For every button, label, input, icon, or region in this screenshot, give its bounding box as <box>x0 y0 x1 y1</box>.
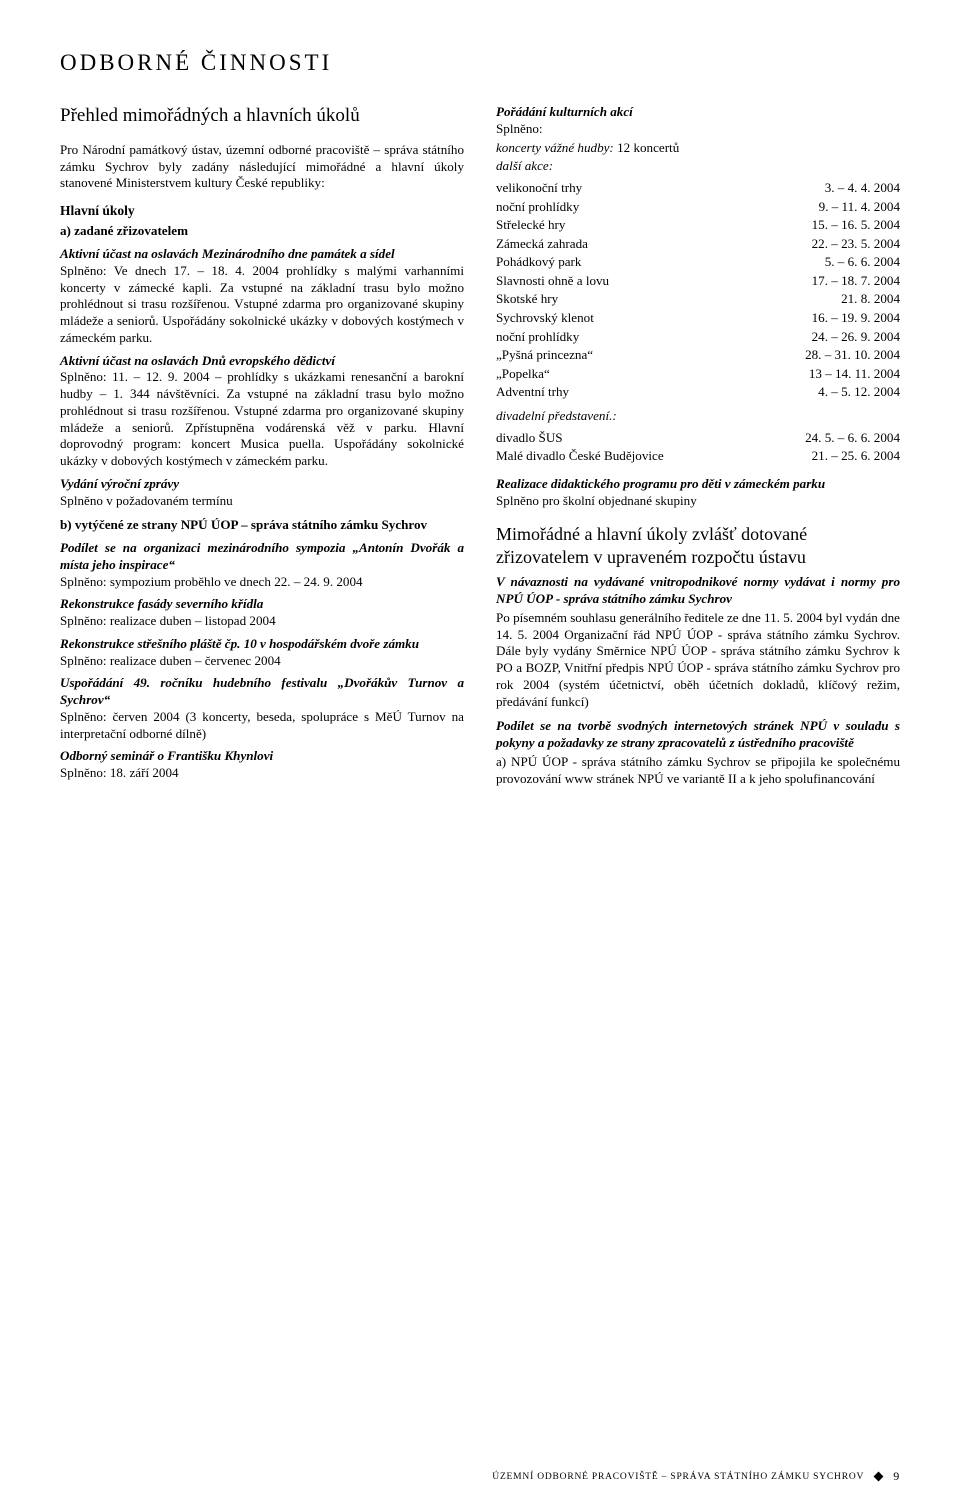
r3-title: Mimořádné a hlavní úkoly zvlášť dotované… <box>496 523 900 568</box>
table-row: Sychrovský klenot16. – 19. 9. 2004 <box>496 309 900 328</box>
r1-koncerty-suffix: 12 koncertů <box>614 140 679 155</box>
b1-title: Podílet se na organizaci mezinárodního s… <box>60 540 464 574</box>
event-date: 15. – 16. 5. 2004 <box>716 216 900 235</box>
r3-body: Po písemném souhlasu generálního ředitel… <box>496 610 900 711</box>
footer-page-number: 9 <box>893 1469 900 1484</box>
event-name: „Pyšná princezna“ <box>496 346 716 365</box>
footer-text: ÚZEMNÍ ODBORNÉ PRACOVIŠTĚ – SPRÁVA STÁTN… <box>492 1472 864 1482</box>
r4-body: a) NPÚ ÚOP - správa státního zámku Sychr… <box>496 754 900 788</box>
right-column: Pořádání kulturních akcí Splněno: koncer… <box>496 104 900 793</box>
event-name: Pohádkový park <box>496 253 716 272</box>
event-name: Sychrovský klenot <box>496 309 716 328</box>
event-name: Zámecká zahrada <box>496 235 716 254</box>
event-name: velikonoční trhy <box>496 179 716 198</box>
r1-splneno: Splněno: <box>496 121 900 138</box>
event-name: noční prohlídky <box>496 198 716 217</box>
page-heading: ODBORNÉ ČINNOSTI <box>60 50 900 76</box>
a1-body: Splněno: Ve dnech 17. – 18. 4. 2004 proh… <box>60 263 464 347</box>
table-row: noční prohlídky24. – 26. 9. 2004 <box>496 328 900 347</box>
left-intro: Pro Národní památkový ústav, územní odbo… <box>60 142 464 192</box>
left-column: Přehled mimořádných a hlavních úkolů Pro… <box>60 104 464 793</box>
r2-title: Realizace didaktického programu pro děti… <box>496 476 900 493</box>
b-label: b) vytýčené ze strany NPÚ ÚOP – správa s… <box>60 517 464 534</box>
r1-title: Pořádání kulturních akcí <box>496 104 900 121</box>
event-date: 9. – 11. 4. 2004 <box>716 198 900 217</box>
r3-sub-title: V návaznosti na vydávané vnitropodnikové… <box>496 574 900 608</box>
table-row: „Pyšná princezna“28. – 31. 10. 2004 <box>496 346 900 365</box>
table-row: Adventní trhy4. – 5. 12. 2004 <box>496 383 900 402</box>
table-row: Zámecká zahrada22. – 23. 5. 2004 <box>496 235 900 254</box>
events-table: velikonoční trhy3. – 4. 4. 2004noční pro… <box>496 179 900 402</box>
table-row: Střelecké hry15. – 16. 5. 2004 <box>496 216 900 235</box>
event-name: Malé divadlo České Budějovice <box>496 447 754 466</box>
table-row: Skotské hry21. 8. 2004 <box>496 290 900 309</box>
r1-koncerty-prefix: koncerty vážné hudby: <box>496 140 614 155</box>
event-name: Adventní trhy <box>496 383 716 402</box>
event-name: Skotské hry <box>496 290 716 309</box>
a2-body: Splněno: 11. – 12. 9. 2004 – prohlídky s… <box>60 369 464 470</box>
b5-title: Odborný seminář o Františku Khynlovi <box>60 748 464 765</box>
table-row: Slavnosti ohně a lovu17. – 18. 7. 2004 <box>496 272 900 291</box>
r4-title: Podílet se na tvorbě svodných internetov… <box>496 718 900 752</box>
a1-title: Aktivní účast na oslavách Mezinárodního … <box>60 246 464 263</box>
table-row: Malé divadlo České Budějovice21. – 25. 6… <box>496 447 900 466</box>
a-label: a) zadané zřizovatelem <box>60 223 464 240</box>
event-name: noční prohlídky <box>496 328 716 347</box>
event-date: 17. – 18. 7. 2004 <box>716 272 900 291</box>
table-row: „Popelka“13 – 14. 11. 2004 <box>496 365 900 384</box>
b2-body: Splněno: realizace duben – listopad 2004 <box>60 613 464 630</box>
table-row: velikonoční trhy3. – 4. 4. 2004 <box>496 179 900 198</box>
event-date: 3. – 4. 4. 2004 <box>716 179 900 198</box>
theatre-table: divadlo ŠUS24. 5. – 6. 6. 2004Malé divad… <box>496 429 900 466</box>
event-date: 4. – 5. 12. 2004 <box>716 383 900 402</box>
event-date: 5. – 6. 6. 2004 <box>716 253 900 272</box>
b5-body: Splněno: 18. září 2004 <box>60 765 464 782</box>
footer-diamond-icon <box>874 1472 884 1482</box>
table-row: divadlo ŠUS24. 5. – 6. 6. 2004 <box>496 429 900 448</box>
r2-body: Splněno pro školní objednané skupiny <box>496 493 900 510</box>
event-name: divadlo ŠUS <box>496 429 754 448</box>
b3-title: Rekonstrukce střešního pláště čp. 10 v h… <box>60 636 464 653</box>
b1-body: Splněno: sympozium proběhlo ve dnech 22.… <box>60 574 464 591</box>
event-date: 22. – 23. 5. 2004 <box>716 235 900 254</box>
two-column-layout: Přehled mimořádných a hlavních úkolů Pro… <box>60 104 900 793</box>
r1-divadelni: divadelní představení.: <box>496 408 900 425</box>
event-date: 21. – 25. 6. 2004 <box>754 447 900 466</box>
event-name: „Popelka“ <box>496 365 716 384</box>
b3-body: Splněno: realizace duben – červenec 2004 <box>60 653 464 670</box>
event-date: 24. – 26. 9. 2004 <box>716 328 900 347</box>
event-date: 16. – 19. 9. 2004 <box>716 309 900 328</box>
event-name: Slavnosti ohně a lovu <box>496 272 716 291</box>
b2-title: Rekonstrukce fasády severního křídla <box>60 596 464 613</box>
a3-body: Splněno v požadovaném termínu <box>60 493 464 510</box>
table-row: noční prohlídky9. – 11. 4. 2004 <box>496 198 900 217</box>
a2-title: Aktivní účast na oslavách Dnů evropského… <box>60 353 464 370</box>
hlavni-ukoly-label: Hlavní úkoly <box>60 202 464 219</box>
a3-title: Vydání výroční zprávy <box>60 476 464 493</box>
event-name: Střelecké hry <box>496 216 716 235</box>
event-date: 21. 8. 2004 <box>716 290 900 309</box>
r1-koncerty: koncerty vážné hudby: 12 koncertů <box>496 140 900 157</box>
left-section-title: Přehled mimořádných a hlavních úkolů <box>60 104 464 128</box>
r1-dalsi: další akce: <box>496 158 900 175</box>
event-date: 24. 5. – 6. 6. 2004 <box>754 429 900 448</box>
event-date: 13 – 14. 11. 2004 <box>716 365 900 384</box>
page-footer: ÚZEMNÍ ODBORNÉ PRACOVIŠTĚ – SPRÁVA STÁTN… <box>492 1469 900 1484</box>
table-row: Pohádkový park5. – 6. 6. 2004 <box>496 253 900 272</box>
b4-title: Uspořádání 49. ročníku hudebního festiva… <box>60 675 464 709</box>
b4-body: Splněno: červen 2004 (3 koncerty, beseda… <box>60 709 464 743</box>
event-date: 28. – 31. 10. 2004 <box>716 346 900 365</box>
